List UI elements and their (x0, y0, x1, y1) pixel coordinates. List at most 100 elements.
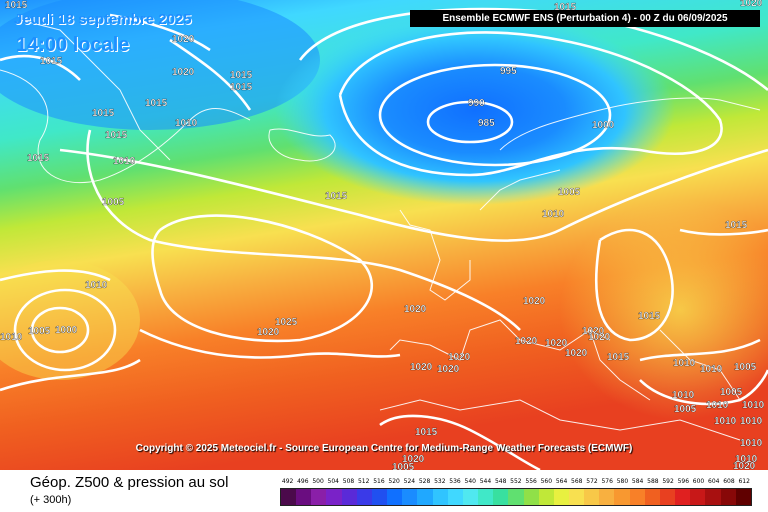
scale-tick-label: 584 (631, 478, 644, 485)
scale-swatch (371, 489, 388, 505)
scale-tick-label: 612 (738, 478, 750, 485)
scale-swatch (629, 489, 645, 505)
isobar-label: 1005 (102, 197, 125, 208)
scale-swatch (644, 489, 660, 505)
isobar-label: 1005 (28, 326, 51, 337)
coastlines (0, 19, 761, 441)
scale-swatch (584, 489, 600, 505)
scale-swatch (296, 489, 312, 505)
scale-tick-label: 592 (662, 478, 674, 485)
scale-swatch (720, 489, 736, 505)
isobar-label: 1020 (404, 304, 427, 315)
isobar-label: 1010 (740, 438, 763, 449)
isobar-label: 1020 (582, 326, 605, 337)
isobar-label: 1015 (230, 70, 253, 81)
isobar-label: 1015 (105, 130, 128, 141)
isobar-label: 1015 (92, 108, 115, 119)
scale-tick-label: 492 (281, 478, 294, 485)
weather-map: 1015 1020 1015 1020 1020 1015 1015 1015 … (0, 0, 768, 470)
scale-tick-label: 496 (297, 478, 309, 485)
isobar-label: 1020 (172, 34, 195, 45)
scale-swatch (417, 489, 433, 505)
isobar-label: 1015 (325, 191, 348, 202)
scale-swatch (387, 489, 403, 505)
isobar-label: 1020 (733, 461, 756, 470)
isobar-label: 1010 (700, 364, 723, 375)
isobar-label: 1015 (5, 0, 28, 11)
isobar-label: 1000 (55, 325, 78, 336)
isobar-label: 1010 (85, 280, 108, 291)
color-scale-ticks: 492 496 500 504 508 512 516 520 524 528 532 536 540 5… (280, 478, 752, 486)
isobar-label: 1015 (27, 153, 50, 164)
isobar-label: 1010 (0, 332, 23, 343)
scale-swatch (675, 489, 691, 505)
scale-swatch (447, 489, 463, 505)
scale-tick-label: 552 (510, 478, 522, 485)
scale-swatch (402, 489, 418, 505)
scale-tick-label: 576 (601, 478, 613, 485)
isobar-label: 1015 (554, 2, 577, 13)
scale-tick-label: 544 (479, 478, 492, 485)
isobar-label: 1015 (415, 427, 438, 438)
isobar-label: 1010 (740, 416, 763, 427)
isobar-label: 1020 (740, 0, 763, 9)
isobar-label: 1010 (113, 156, 136, 167)
isobar-label: 1010 (735, 454, 758, 465)
isobar-label: 1005 (720, 387, 743, 398)
scale-swatch (508, 489, 524, 505)
scale-tick-label: 504 (327, 478, 339, 485)
scale-swatch (614, 489, 630, 505)
isobar-label: 1000 (592, 120, 615, 131)
isobar-label: 1010 (175, 118, 198, 129)
scale-tick-label: 564 (555, 478, 568, 485)
forecast-time: 14:00 locale (16, 34, 130, 56)
isobar-label: 1020 (448, 352, 471, 363)
scale-tick-label: 548 (494, 478, 507, 485)
isobar-label: 990 (468, 98, 485, 109)
depression-core (275, 15, 675, 205)
scale-tick-label: 516 (373, 478, 385, 485)
scale-tick-label: 604 (708, 478, 720, 485)
isobar-label: 1020 (437, 364, 460, 375)
isobar-label: 1015 (40, 56, 63, 67)
color-scale-swatches (280, 488, 752, 506)
scale-tick-label: 532 (434, 478, 446, 485)
isobar-label: 1005 (392, 462, 415, 470)
scale-tick-label: 520 (388, 478, 400, 485)
scale-tick-label: 580 (616, 478, 629, 485)
scale-swatch (493, 489, 509, 505)
scale-tick-label: 512 (357, 478, 370, 485)
isobar-label: 1020 (515, 336, 538, 347)
scale-swatch (281, 489, 297, 505)
scale-tick-label: 596 (677, 478, 690, 485)
scale-swatch (538, 489, 554, 505)
isobar-label: 1010 (742, 400, 765, 411)
isobar-label: 1020 (588, 332, 611, 343)
scale-swatch (705, 489, 721, 505)
isobar-label: 1015 (607, 352, 630, 363)
isobar-label: 1020 (545, 338, 568, 349)
scale-tick-label: 556 (525, 478, 537, 485)
isobar-label: 995 (500, 66, 517, 77)
isobar-label: 1015 (725, 220, 748, 231)
legend-title: Géop. Z500 & pression au sol (30, 474, 229, 491)
isobar-label: 985 (478, 118, 495, 129)
isobar-label: 1010 (542, 209, 565, 220)
scale-swatch (690, 489, 706, 505)
scale-swatch (735, 489, 751, 505)
scale-swatch (478, 489, 494, 505)
scale-tick-label: 572 (586, 478, 598, 485)
isobar-label: 1010 (706, 400, 729, 411)
isobar-label: 1010 (673, 358, 696, 369)
isobar-label: 1010 (672, 390, 695, 401)
forecast-date: Jeudi 18 septembre 2025 (14, 11, 192, 28)
isobar-label: 1015 (145, 98, 168, 109)
isobar-label: 1020 (410, 362, 433, 373)
scale-swatch (553, 489, 569, 505)
isobar-label: 1020 (172, 67, 195, 78)
model-banner: Ensemble ECMWF ENS (Perturbation 4) - 00… (410, 10, 760, 27)
scale-tick-label: 536 (449, 478, 461, 485)
map-canvas: 1015 1020 1015 1020 1020 1015 1015 1015 … (0, 0, 768, 470)
copyright-text: Copyright © 2025 Meteociel.fr - Source E… (135, 443, 633, 454)
scale-tick-label: 508 (342, 478, 355, 485)
